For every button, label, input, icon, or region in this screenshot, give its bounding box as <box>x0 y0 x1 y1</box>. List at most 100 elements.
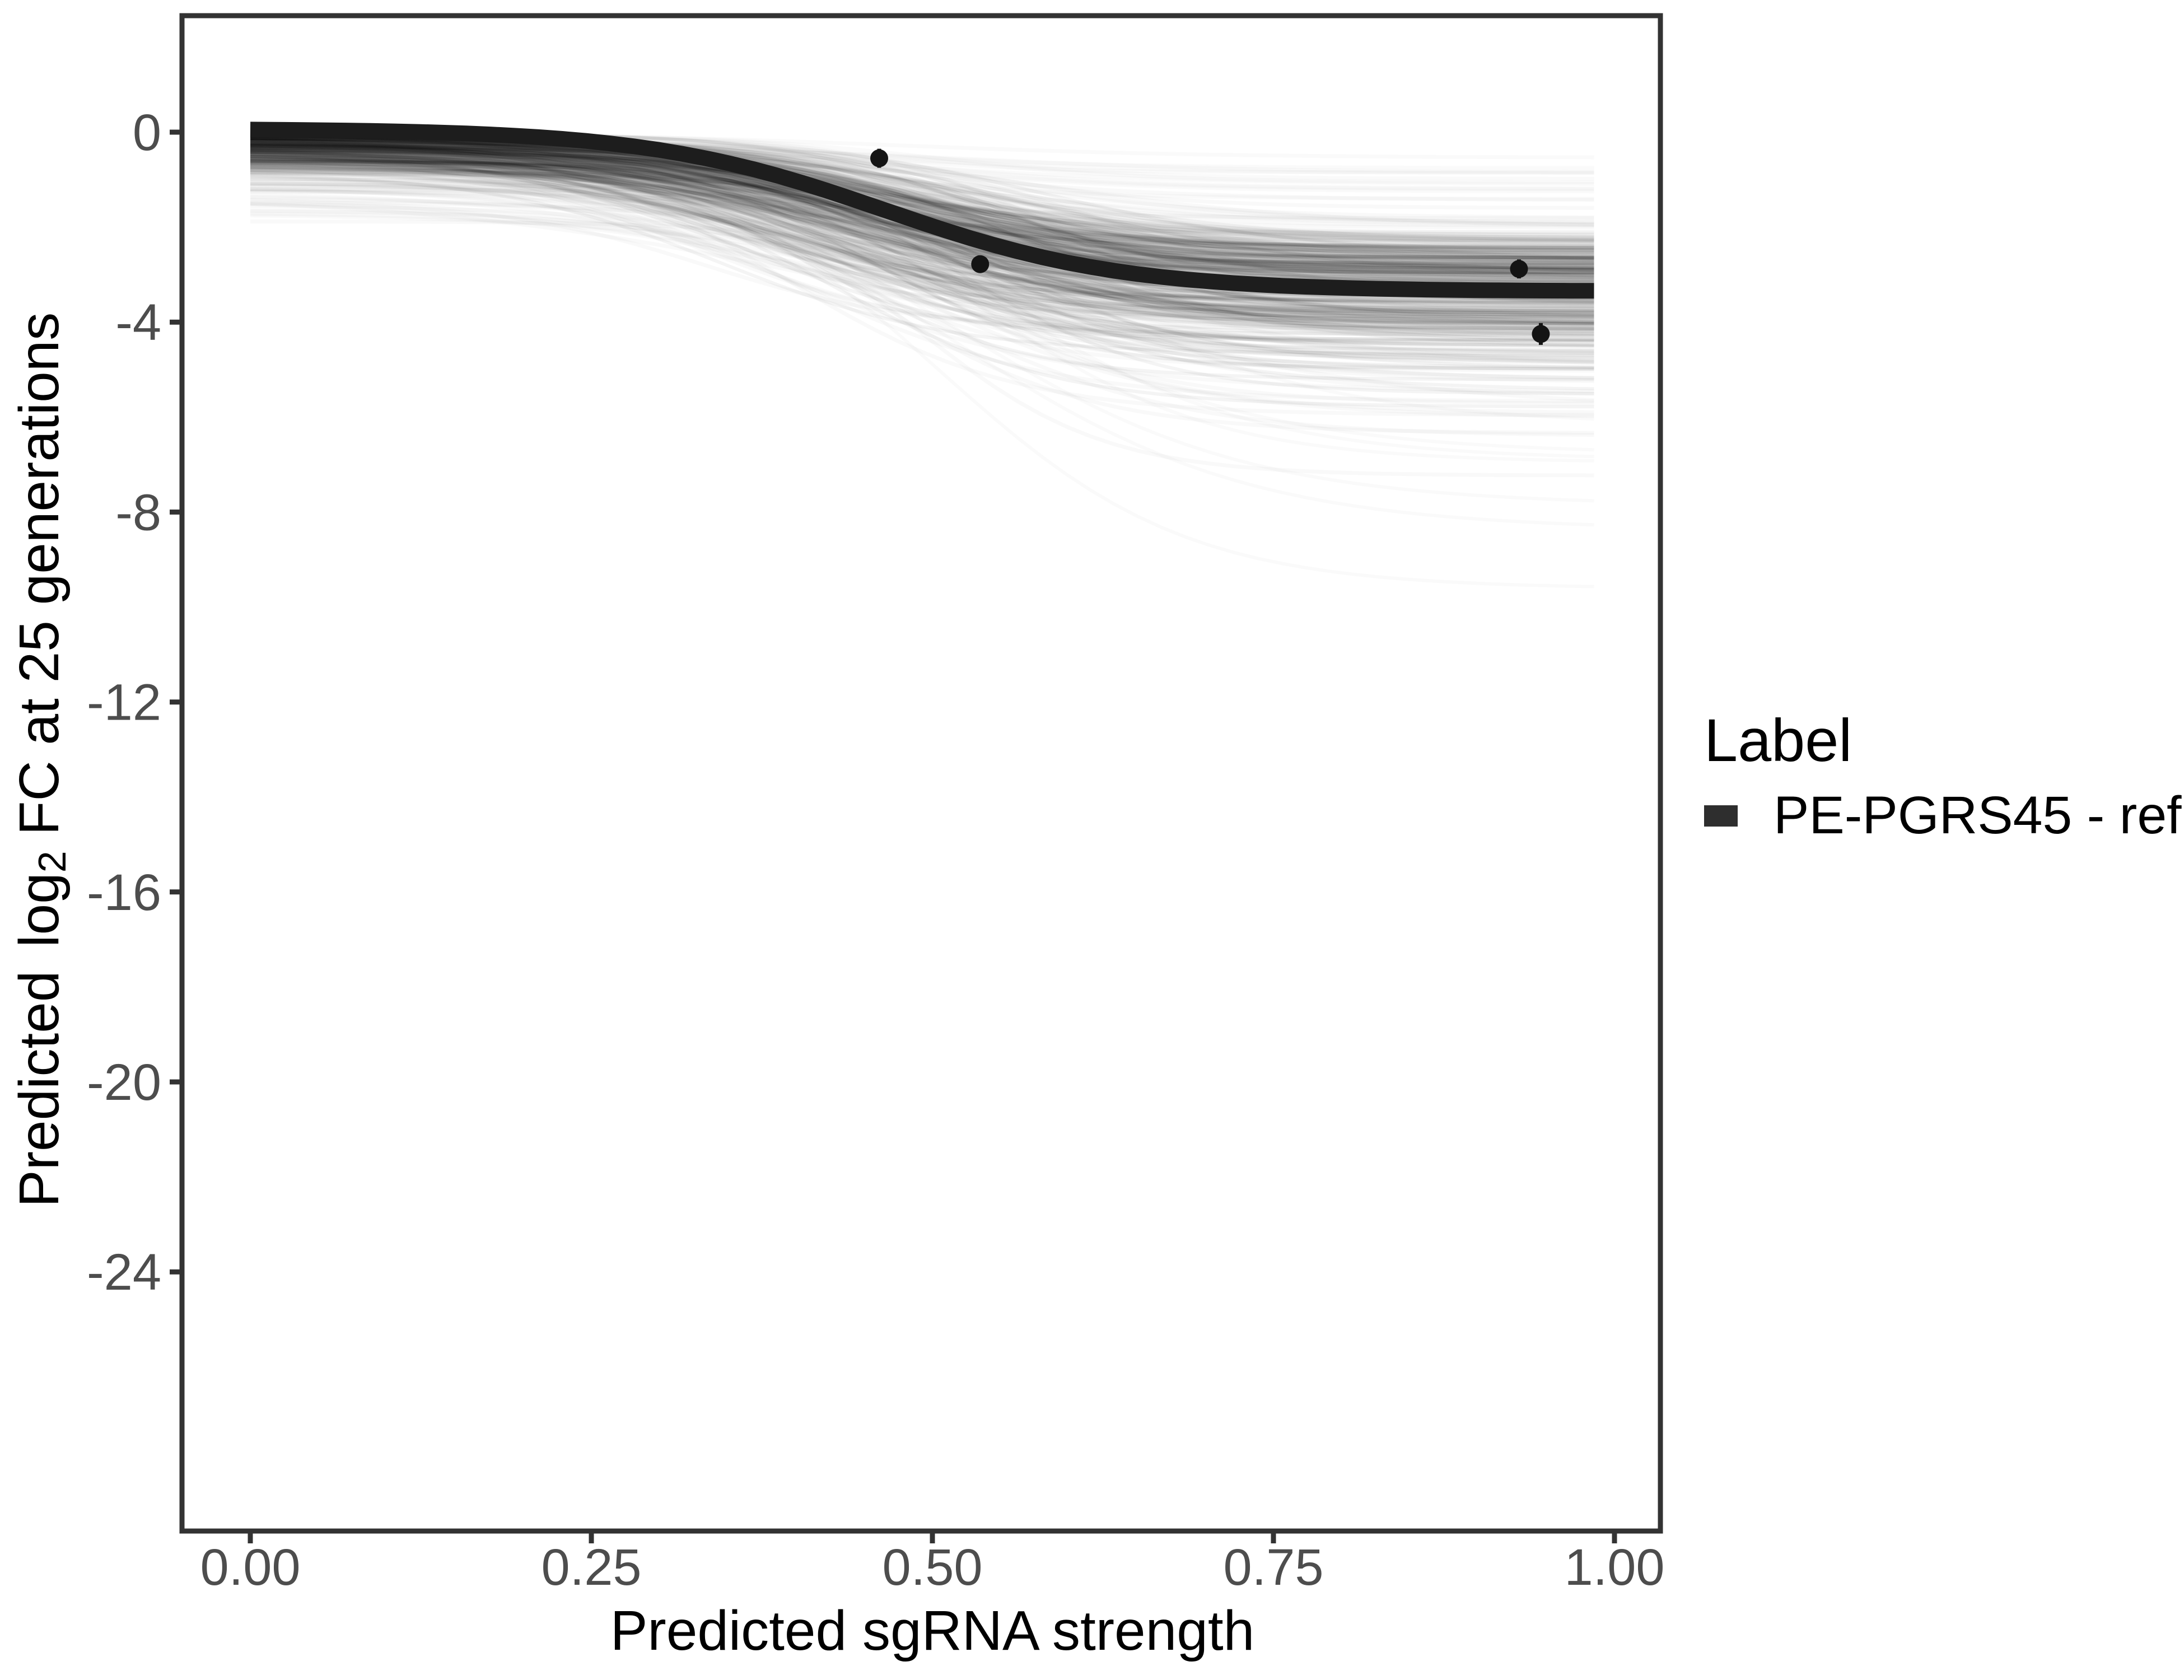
posterior-curve <box>250 141 1594 261</box>
posterior-curve <box>250 143 1594 270</box>
posterior-curve <box>250 140 1594 321</box>
posterior-curve <box>250 137 1594 252</box>
posterior-curve <box>250 149 1594 272</box>
posterior-curve <box>250 137 1594 286</box>
posterior-curve <box>250 166 1594 342</box>
posterior-curve <box>250 162 1594 316</box>
posterior-curve <box>250 156 1594 338</box>
legend-entry: PE-PGRS45 - ref <box>1704 789 2182 842</box>
posterior-curve <box>250 143 1594 259</box>
posterior-curve <box>250 150 1594 282</box>
posterior-curve <box>250 148 1594 325</box>
posterior-curve <box>250 143 1594 371</box>
x-tick-label: 0.25 <box>541 1539 641 1596</box>
posterior-curve <box>250 155 1594 274</box>
posterior-curve <box>250 152 1594 331</box>
posterior-curve <box>250 150 1594 348</box>
posterior-curve <box>250 147 1594 282</box>
posterior-curve <box>250 146 1594 395</box>
posterior-curve <box>250 148 1594 260</box>
posterior-curve <box>250 138 1594 279</box>
posterior-curve <box>250 139 1594 320</box>
posterior-curve <box>250 147 1594 305</box>
posterior-curve <box>250 148 1594 331</box>
posterior-curve <box>250 138 1594 326</box>
posterior-curve <box>250 155 1594 369</box>
posterior-curve <box>250 151 1594 324</box>
posterior-curve <box>250 144 1594 256</box>
posterior-curve <box>250 157 1594 316</box>
posterior-curve <box>250 143 1594 276</box>
posterior-curve <box>250 155 1594 354</box>
legend-key-line <box>1704 805 1738 827</box>
posterior-curve <box>250 142 1594 255</box>
posterior-curve <box>250 161 1594 319</box>
posterior-curve <box>250 157 1594 268</box>
posterior-curve <box>250 151 1594 269</box>
posterior-curve <box>250 144 1594 257</box>
posterior-curve <box>250 152 1594 279</box>
posterior-curve <box>250 136 1594 279</box>
posterior-curve <box>250 171 1594 331</box>
posterior-curve <box>250 139 1594 259</box>
posterior-curve <box>250 165 1594 353</box>
x-tick-label: 0.75 <box>1223 1539 1323 1596</box>
posterior-curve <box>250 161 1594 277</box>
y-tick-label: -8 <box>115 484 161 541</box>
posterior-curve <box>250 151 1594 347</box>
posterior-curve <box>250 139 1594 278</box>
posterior-curve <box>250 141 1594 313</box>
x-tick-label: 0.50 <box>882 1539 982 1596</box>
posterior-curve <box>250 150 1594 326</box>
posterior-curve <box>250 141 1594 266</box>
posterior-curve <box>250 158 1594 335</box>
data-point <box>870 149 888 167</box>
data-point <box>971 255 990 273</box>
posterior-curve <box>250 162 1594 314</box>
y-axis-title-prefix: Predicted <box>8 955 71 1207</box>
posterior-curve <box>250 151 1594 357</box>
posterior-curve <box>250 150 1594 262</box>
y-axis-title-suffix: FC at 25 generations <box>8 312 71 851</box>
posterior-curve <box>250 136 1594 315</box>
y-tick-label: 0 <box>133 104 161 161</box>
posterior-curve <box>250 145 1594 260</box>
posterior-curve <box>250 142 1594 262</box>
posterior-curve <box>250 147 1594 259</box>
posterior-curve <box>250 148 1594 347</box>
posterior-curve <box>250 165 1594 343</box>
posterior-curve <box>250 145 1594 313</box>
posterior-curve <box>250 137 1594 271</box>
posterior-curve <box>250 137 1594 281</box>
posterior-curve <box>250 162 1594 310</box>
fit-line <box>250 122 1594 299</box>
posterior-curve <box>250 139 1594 255</box>
posterior-curve <box>250 144 1594 303</box>
posterior-curve <box>250 139 1594 264</box>
posterior-curve <box>250 160 1594 282</box>
posterior-curve <box>250 138 1594 250</box>
posterior-curve <box>250 147 1594 304</box>
posterior-curve <box>250 146 1594 273</box>
legend-title: Label <box>1704 706 1852 774</box>
posterior-curve <box>250 139 1594 265</box>
posterior-curve <box>250 143 1594 283</box>
posterior-curve <box>250 144 1594 284</box>
posterior-curve <box>250 142 1594 326</box>
posterior-curve <box>250 143 1594 317</box>
y-axis-title-log: log <box>8 872 71 948</box>
posterior-curve <box>250 159 1594 314</box>
posterior-curve <box>250 161 1594 307</box>
posterior-curve <box>250 142 1594 262</box>
posterior-curve <box>250 146 1594 342</box>
posterior-curve <box>250 144 1594 333</box>
posterior-curve <box>250 153 1594 274</box>
posterior-curve <box>250 137 1594 321</box>
posterior-curve <box>250 150 1594 352</box>
posterior-curve <box>250 155 1594 330</box>
data-point <box>1510 260 1528 278</box>
posterior-curve <box>250 141 1594 251</box>
y-tick-label: -20 <box>87 1054 161 1111</box>
posterior-curve <box>250 134 1594 249</box>
